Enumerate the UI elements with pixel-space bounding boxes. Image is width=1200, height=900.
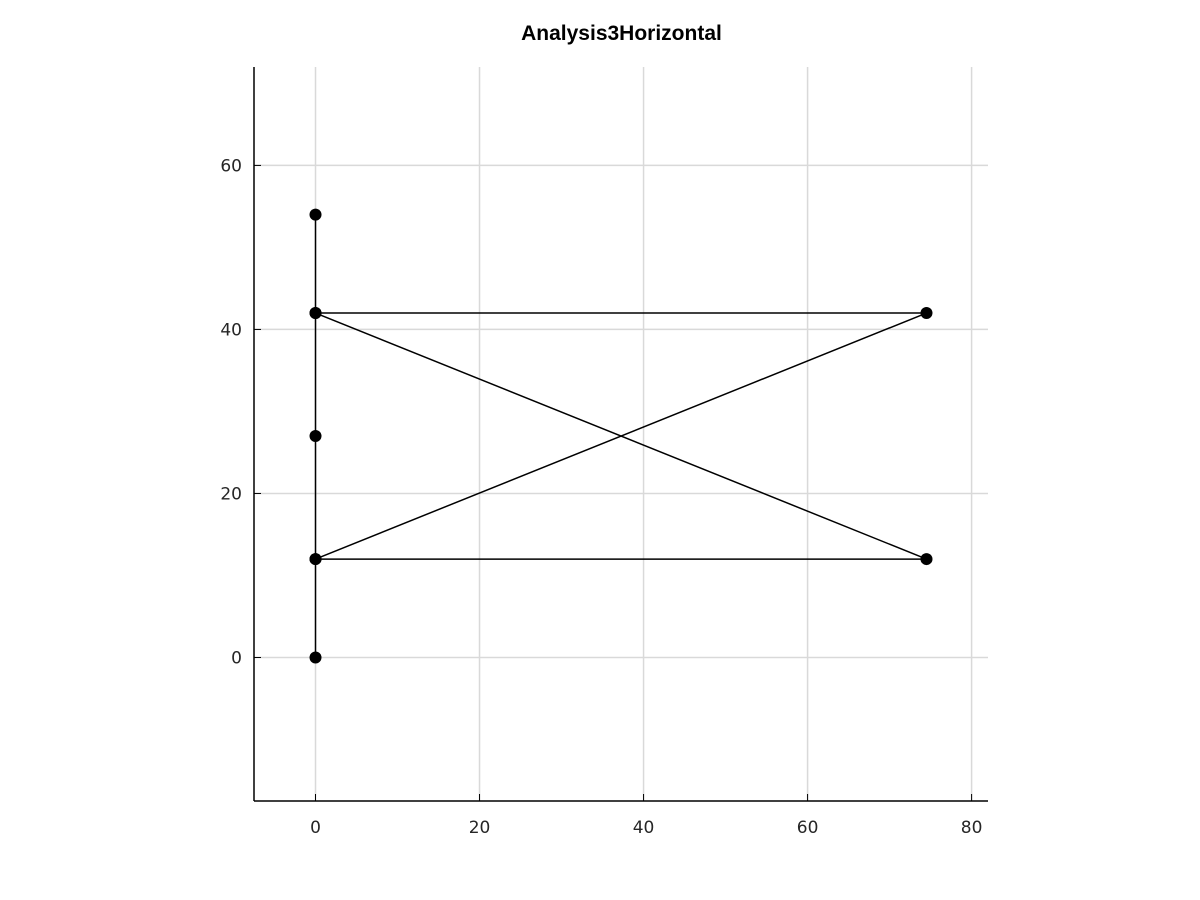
data-point: [920, 307, 933, 320]
tick-labels: 0 20 40 60 80 0 20 40 60: [220, 156, 982, 838]
x-tick-label: 40: [633, 818, 655, 838]
x-tick-label: 20: [469, 818, 491, 838]
data-point: [920, 553, 933, 566]
x-tick-label: 80: [961, 818, 983, 838]
data-series: [314, 214, 928, 658]
x-tick-label: 0: [310, 818, 321, 838]
y-tick-label: 20: [220, 484, 242, 504]
axes: [253, 67, 988, 802]
chart-title: Analysis3Horizontal: [521, 22, 722, 45]
data-point: [309, 208, 322, 221]
data-point: [309, 307, 322, 320]
data-point: [309, 430, 322, 443]
series-line: [314, 214, 928, 658]
y-tick-label: 0: [231, 648, 242, 668]
y-tick-label: 60: [220, 156, 242, 176]
data-point: [309, 553, 322, 566]
y-tick-label: 40: [220, 320, 242, 340]
grid-lines: [254, 67, 988, 801]
data-point: [309, 651, 322, 664]
data-markers: [309, 208, 933, 664]
x-tick-label: 60: [797, 818, 819, 838]
